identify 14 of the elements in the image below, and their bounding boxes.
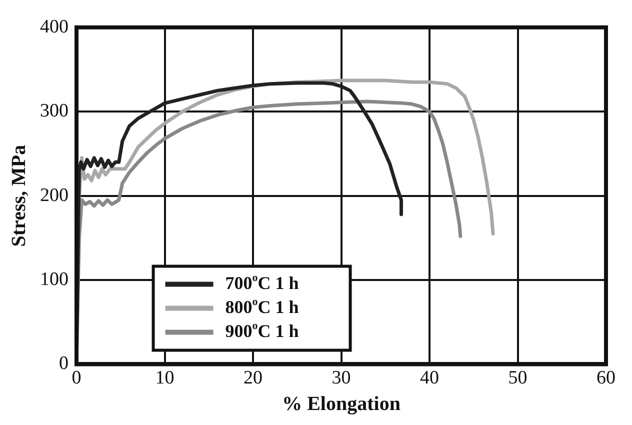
- x-tick-label: 50: [508, 368, 528, 389]
- y-tick-label: 0: [59, 353, 68, 374]
- y-tick-label: 200: [40, 184, 68, 206]
- x-tick-label: 60: [596, 368, 616, 389]
- x-axis-title: % Elongation: [282, 393, 400, 416]
- y-tick-label: 300: [40, 100, 68, 122]
- y-tick-label: 400: [40, 16, 68, 38]
- x-tick-label: 40: [420, 368, 439, 389]
- x-tick-label: 30: [332, 368, 351, 389]
- x-tick-label: 20: [244, 368, 262, 389]
- y-axis-title: Stress, MPa: [8, 144, 30, 247]
- x-tick-label: 10: [155, 368, 174, 389]
- x-tick-label: 0: [72, 368, 82, 389]
- y-tick-label: 100: [40, 268, 68, 290]
